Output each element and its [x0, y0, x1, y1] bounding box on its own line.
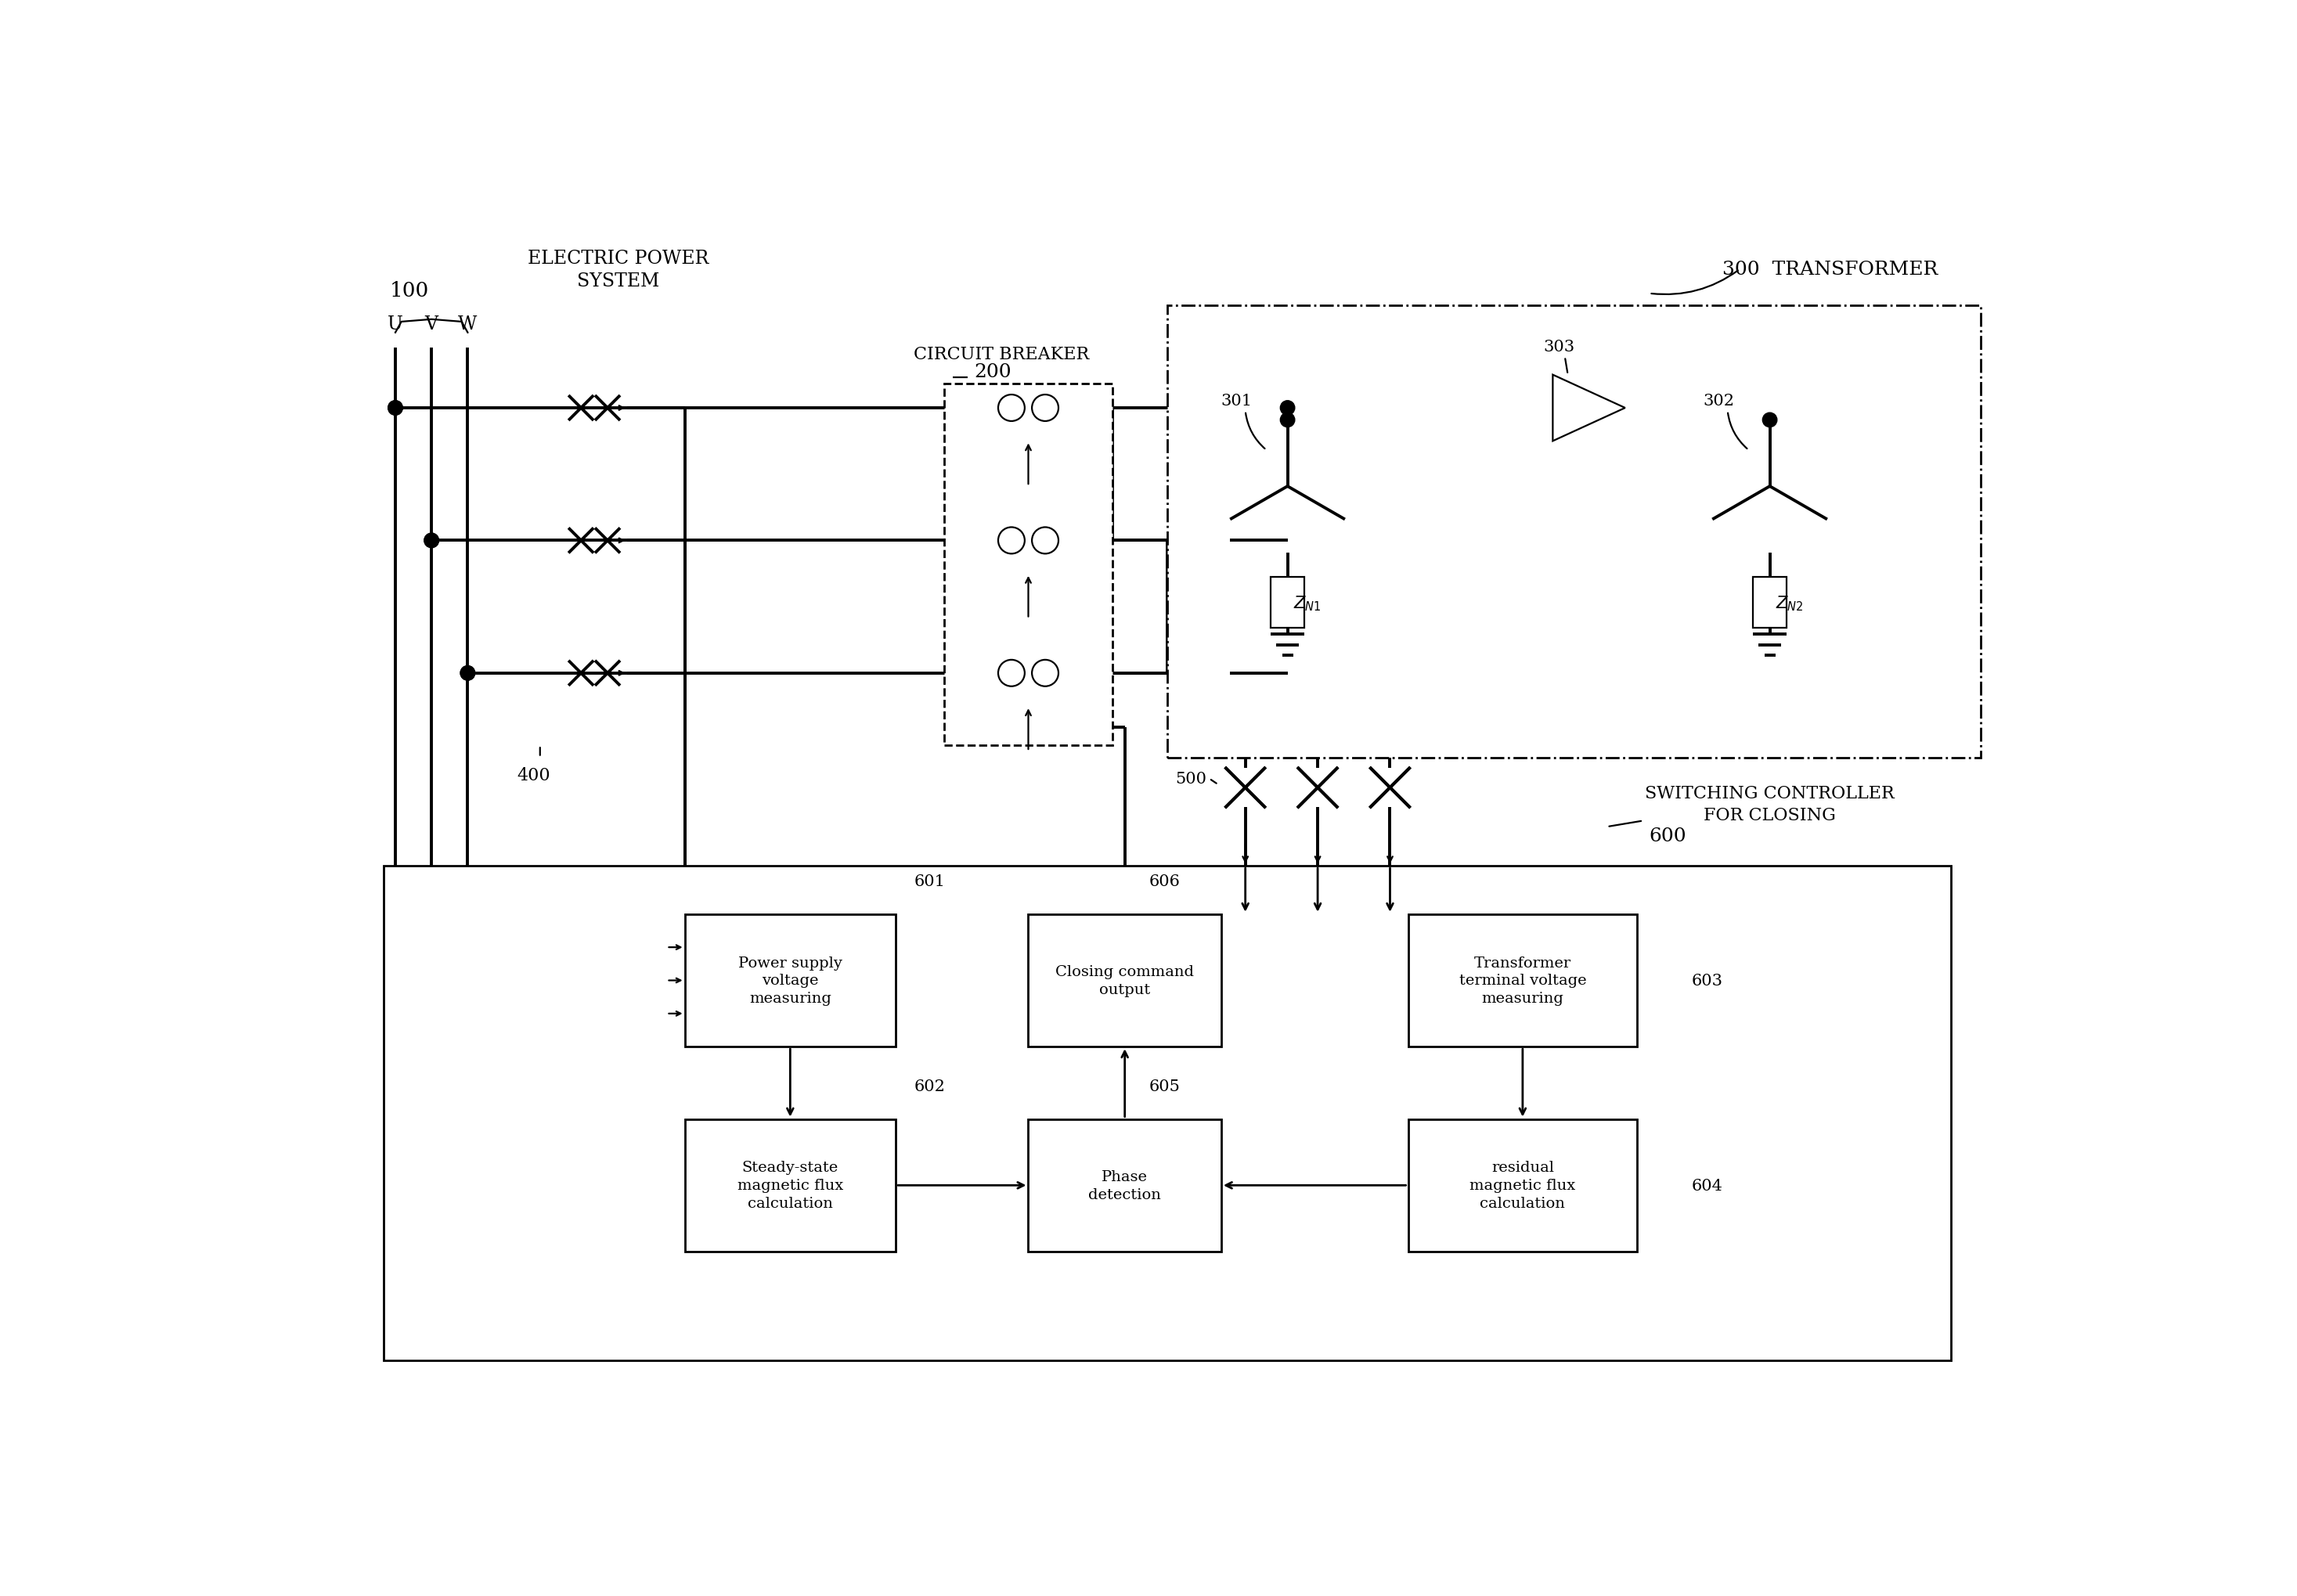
Text: ELECTRIC POWER
SYSTEM: ELECTRIC POWER SYSTEM [528, 249, 710, 290]
Bar [1029, 915, 1222, 1047]
Circle shape [459, 666, 475, 680]
Circle shape [425, 533, 439, 547]
Text: U: U [388, 314, 404, 334]
Text: $Z_{N2}$: $Z_{N2}$ [1776, 594, 1803, 613]
Text: Closing command
output: Closing command output [1057, 964, 1194, 996]
Circle shape [459, 666, 475, 680]
Circle shape [1031, 528, 1059, 554]
Text: 300  TRANSFORMER: 300 TRANSFORMER [1723, 260, 1939, 279]
Polygon shape [1553, 375, 1624, 442]
Text: 604: 604 [1691, 1178, 1723, 1192]
Text: 603: 603 [1691, 974, 1723, 988]
Text: SWITCHING CONTROLLER
FOR CLOSING: SWITCHING CONTROLLER FOR CLOSING [1645, 785, 1895, 824]
Circle shape [388, 401, 402, 415]
Bar [685, 915, 896, 1047]
Text: Power supply
voltage
measuring: Power supply voltage measuring [737, 956, 843, 1005]
Text: 606: 606 [1148, 875, 1181, 889]
Text: 200: 200 [974, 364, 1011, 381]
Text: $Z_{N1}$: $Z_{N1}$ [1293, 594, 1321, 613]
Text: W: W [457, 314, 478, 334]
Circle shape [999, 528, 1024, 554]
Circle shape [999, 396, 1024, 421]
Text: 400: 400 [517, 766, 551, 784]
Text: 602: 602 [914, 1079, 944, 1093]
Bar [384, 867, 1950, 1360]
Text: 303: 303 [1544, 340, 1573, 354]
Circle shape [999, 661, 1024, 686]
Circle shape [1279, 401, 1296, 415]
Text: 600: 600 [1649, 827, 1686, 844]
Text: V: V [425, 314, 439, 334]
Bar [1753, 578, 1787, 629]
Text: 500: 500 [1176, 771, 1206, 787]
Bar [1408, 915, 1638, 1047]
Circle shape [388, 401, 402, 415]
Circle shape [1279, 413, 1296, 428]
Text: Phase
detection: Phase detection [1089, 1170, 1160, 1202]
Bar [944, 385, 1112, 745]
Bar [1167, 306, 1980, 758]
Text: Steady-state
magnetic flux
calculation: Steady-state magnetic flux calculation [737, 1160, 843, 1210]
Text: 605: 605 [1148, 1079, 1181, 1093]
Bar [685, 1119, 896, 1251]
Circle shape [1031, 396, 1059, 421]
Bar [1270, 578, 1305, 629]
Circle shape [425, 533, 439, 547]
Text: 100: 100 [388, 281, 430, 300]
Text: 302: 302 [1702, 394, 1734, 409]
Bar [1408, 1119, 1638, 1251]
Bar [1029, 1119, 1222, 1251]
Text: 601: 601 [914, 875, 944, 889]
Text: Transformer
terminal voltage
measuring: Transformer terminal voltage measuring [1459, 956, 1587, 1005]
Circle shape [1031, 661, 1059, 686]
Text: 301: 301 [1220, 394, 1252, 409]
Circle shape [1762, 413, 1778, 428]
Text: CIRCUIT BREAKER: CIRCUIT BREAKER [914, 346, 1089, 364]
Text: residual
magnetic flux
calculation: residual magnetic flux calculation [1470, 1160, 1576, 1210]
